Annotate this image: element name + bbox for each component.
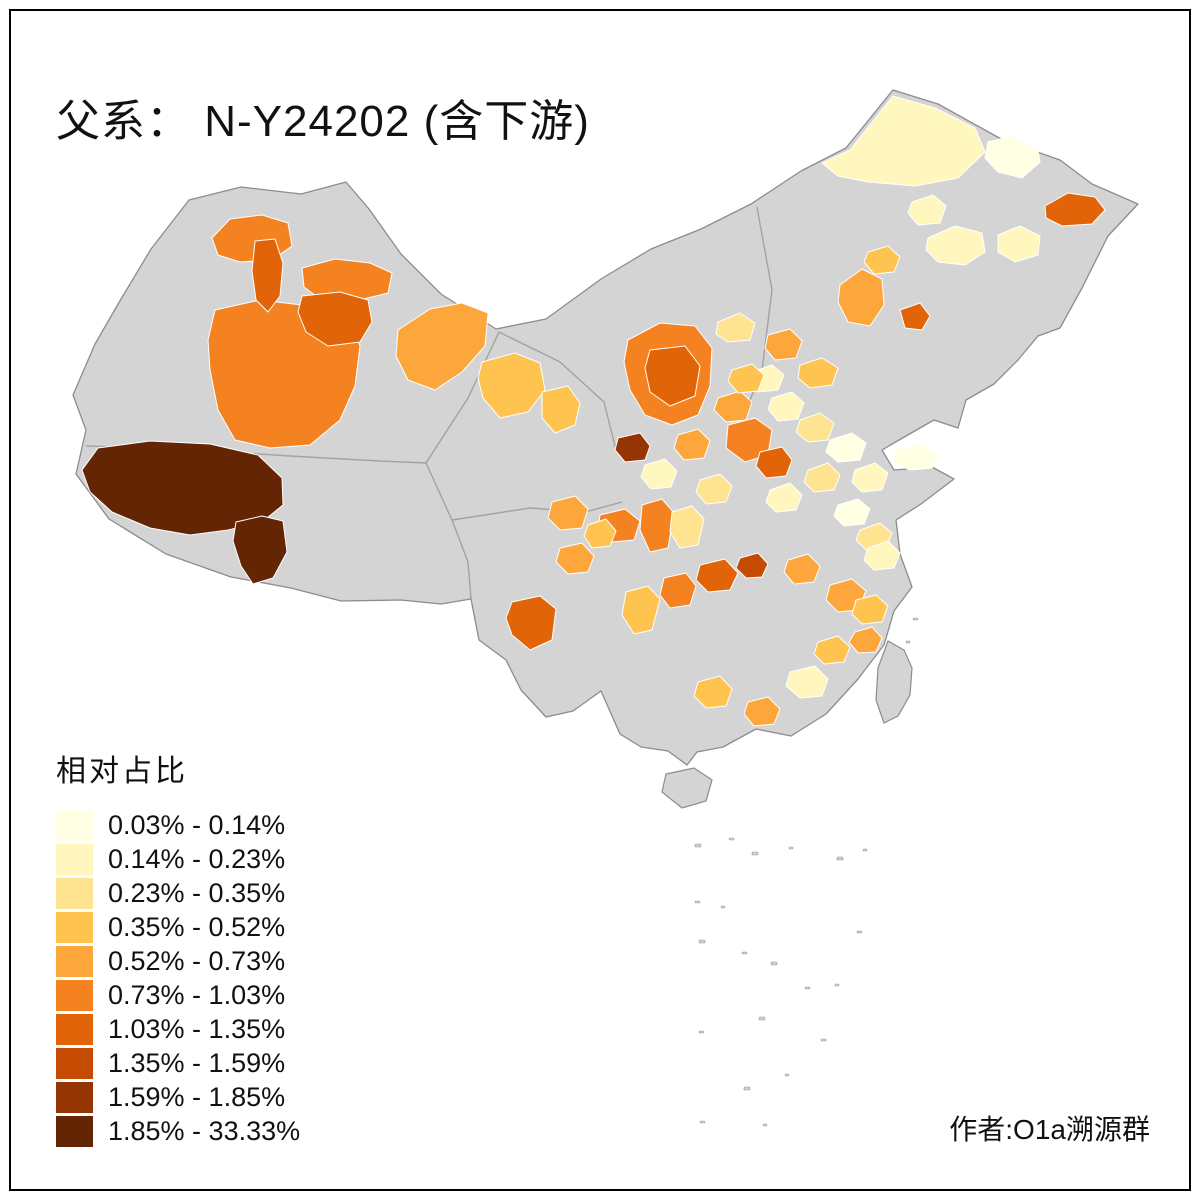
map-region	[803, 462, 841, 493]
map-region	[984, 135, 1041, 179]
map-region	[851, 462, 889, 493]
legend-label: 0.14% - 0.23%	[108, 844, 286, 874]
legend-label: 1.85% - 33.33%	[108, 1116, 301, 1146]
map-region	[764, 328, 803, 361]
map-region	[621, 585, 661, 635]
map-region	[232, 515, 288, 585]
map-region	[797, 357, 839, 389]
map-region	[505, 595, 557, 651]
map-region	[735, 552, 769, 579]
map-region	[301, 258, 393, 302]
map-region	[695, 473, 733, 505]
map-region	[695, 558, 739, 593]
attribution: 作者:O1a溯源群	[949, 1114, 1150, 1145]
legend-item: 0.03% - 0.14%	[56, 810, 300, 841]
map-region	[925, 225, 986, 266]
map-region	[1044, 192, 1106, 227]
legend-label: 0.35% - 0.52%	[108, 912, 286, 942]
map-region	[907, 194, 947, 226]
legend-swatch	[56, 980, 93, 1011]
legend-label: 1.35% - 1.59%	[108, 1048, 286, 1078]
map-region	[555, 542, 595, 575]
taiwan-island	[875, 640, 913, 724]
map-region	[659, 572, 697, 609]
map-region	[767, 391, 805, 422]
map-region	[644, 345, 701, 407]
legend-item: 0.73% - 1.03%	[56, 980, 300, 1011]
legend-swatch	[56, 1116, 93, 1147]
legend-swatch	[56, 912, 93, 943]
map-region	[783, 553, 821, 585]
map-region	[673, 428, 711, 461]
map-region	[614, 432, 651, 463]
legend-label: 1.03% - 1.35%	[108, 1014, 286, 1044]
hainan-island	[661, 767, 713, 809]
map-region	[755, 446, 793, 479]
legend-label: 0.52% - 0.73%	[108, 946, 286, 976]
legend-label: 0.73% - 1.03%	[108, 980, 286, 1010]
map-region	[833, 498, 871, 527]
legend-label: 0.03% - 0.14%	[108, 810, 286, 840]
legend-item: 0.52% - 0.73%	[56, 946, 300, 977]
map-region	[825, 432, 867, 463]
legend-swatch	[56, 844, 93, 875]
legend-label: 0.23% - 0.35%	[108, 878, 286, 908]
map-region	[821, 95, 986, 187]
legend-swatch	[56, 1048, 93, 1079]
map-region	[863, 540, 901, 571]
legend-item: 0.14% - 0.23%	[56, 844, 300, 875]
map-region	[81, 440, 284, 536]
legend-label: 1.59% - 1.85%	[108, 1082, 286, 1112]
map-region	[669, 505, 705, 549]
map-region	[899, 302, 931, 331]
legend-swatch	[56, 878, 93, 909]
legend-item: 0.23% - 0.35%	[56, 878, 300, 909]
legend-item: 1.59% - 1.85%	[56, 1082, 300, 1113]
map-region	[848, 626, 883, 654]
map-region	[297, 291, 373, 347]
map-region	[583, 518, 617, 549]
map-region	[640, 458, 678, 490]
map-region	[891, 443, 939, 471]
map-region	[395, 302, 489, 391]
map-region	[693, 675, 733, 709]
legend-title: 相对占比	[56, 755, 188, 788]
map-region	[765, 482, 803, 513]
map-region	[715, 312, 756, 343]
map-region	[727, 363, 765, 394]
legend-item: 1.85% - 33.33%	[56, 1116, 300, 1147]
page-title: 父系： N-Y24202 (含下游)	[56, 97, 590, 147]
map-region	[477, 352, 546, 419]
legend-item: 1.03% - 1.35%	[56, 1014, 300, 1045]
map-region	[813, 635, 851, 665]
map-region	[851, 594, 889, 625]
choropleth-regions	[81, 95, 1106, 727]
legend-swatch	[56, 946, 93, 977]
map-region	[541, 385, 581, 434]
legend: 相对占比 0.03% - 0.14% 0.14% - 0.23% 0.23% - 0…	[56, 746, 300, 1150]
legend-items: 0.03% - 0.14% 0.14% - 0.23% 0.23% - 0.35% 0…	[56, 810, 300, 1147]
map-region	[639, 498, 675, 553]
legend-item: 0.35% - 0.52%	[56, 912, 300, 943]
legend-swatch	[56, 1082, 93, 1113]
map-region	[547, 495, 589, 531]
map-region	[251, 238, 284, 313]
map-region	[785, 665, 829, 699]
map-region	[837, 268, 885, 327]
legend-swatch	[56, 1014, 93, 1045]
map-region	[795, 412, 835, 443]
sea-islets	[694, 617, 919, 1127]
map-region	[997, 225, 1041, 263]
map-region	[743, 696, 781, 727]
map-region	[863, 245, 901, 275]
legend-swatch	[56, 810, 93, 841]
legend-item: 1.35% - 1.59%	[56, 1048, 300, 1079]
